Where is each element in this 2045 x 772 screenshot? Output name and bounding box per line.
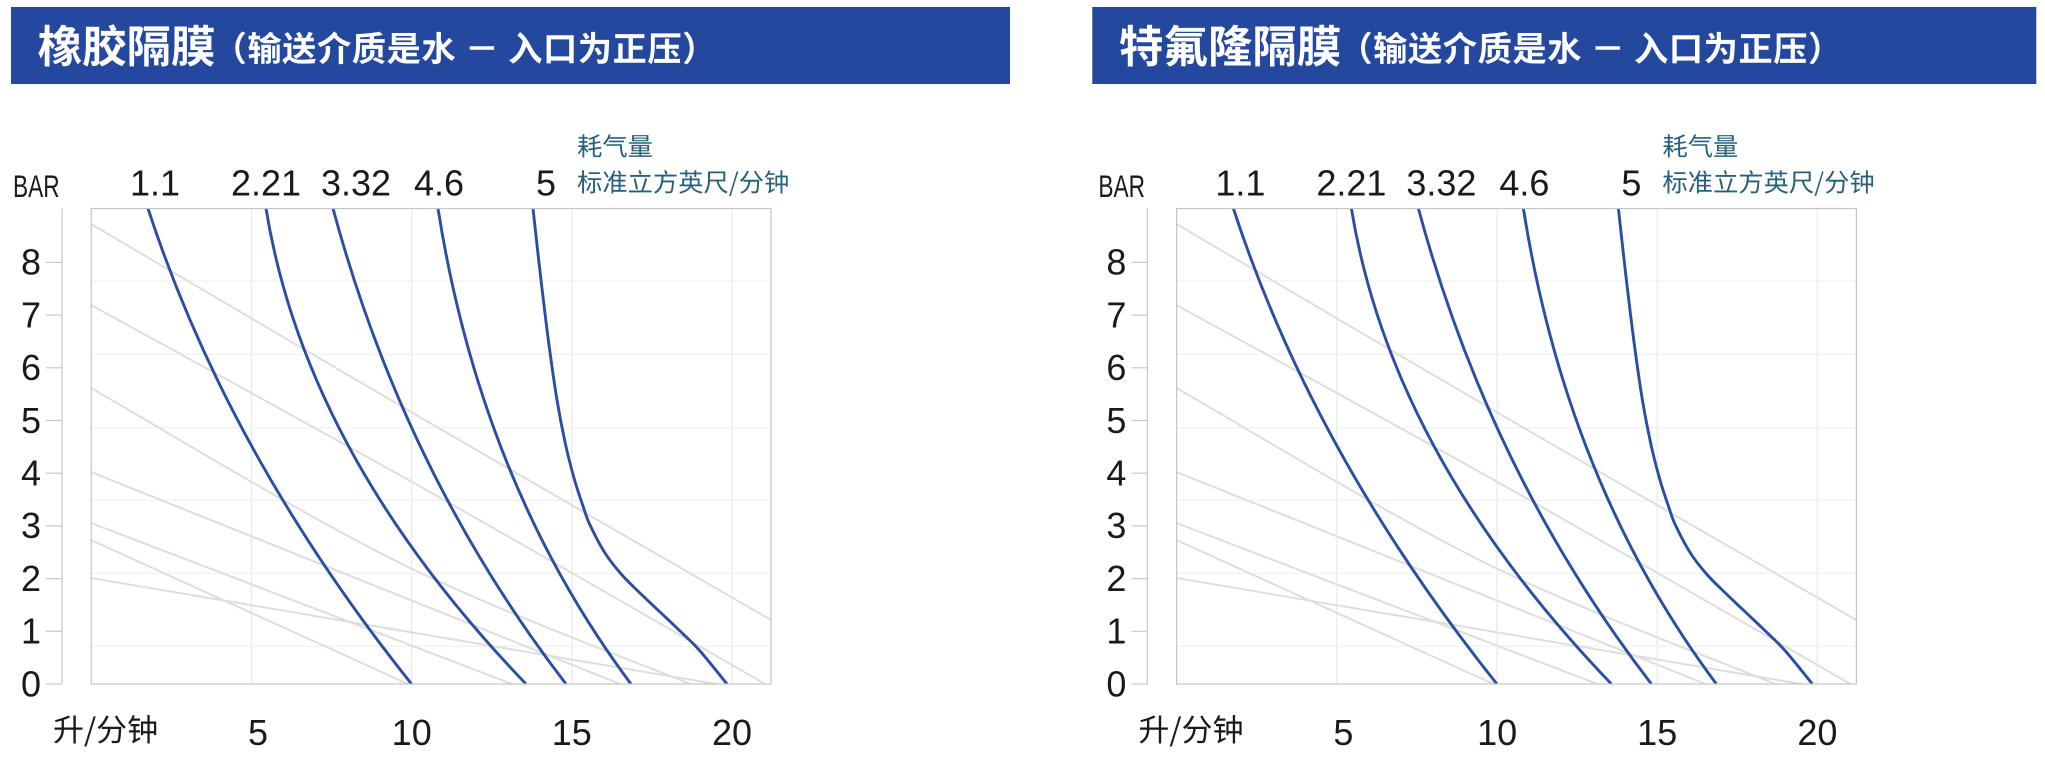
svg-text:7: 7: [21, 294, 41, 335]
svg-text:5: 5: [248, 712, 268, 753]
svg-text:8: 8: [21, 242, 41, 283]
svg-text:15: 15: [552, 712, 592, 753]
svg-text:5: 5: [21, 400, 41, 441]
svg-text:5: 5: [1106, 400, 1126, 441]
svg-text:BAR: BAR: [13, 168, 60, 204]
svg-text:4.6: 4.6: [414, 163, 464, 204]
svg-text:0: 0: [1106, 663, 1126, 704]
svg-text:1: 1: [21, 611, 41, 652]
svg-text:0: 0: [21, 663, 41, 704]
svg-text:2.21: 2.21: [1316, 163, 1386, 204]
svg-text:4.6: 4.6: [1499, 163, 1549, 204]
svg-text:3: 3: [21, 505, 41, 546]
svg-text:20: 20: [712, 712, 752, 753]
svg-text:3.32: 3.32: [321, 163, 391, 204]
svg-text:20: 20: [1797, 712, 1837, 753]
svg-text:10: 10: [1477, 712, 1517, 753]
svg-text:8: 8: [1106, 242, 1126, 283]
svg-text:2.21: 2.21: [231, 163, 301, 204]
svg-text:10: 10: [392, 712, 432, 753]
svg-text:2: 2: [21, 558, 41, 599]
svg-text:1.1: 1.1: [1215, 163, 1265, 204]
svg-text:4: 4: [21, 453, 41, 494]
svg-text:4: 4: [1106, 453, 1126, 494]
svg-text:5: 5: [1621, 163, 1641, 204]
svg-text:7: 7: [1106, 294, 1126, 335]
svg-text:5: 5: [536, 163, 556, 204]
svg-text:1: 1: [1106, 611, 1126, 652]
svg-text:3: 3: [1106, 505, 1126, 546]
svg-text:6: 6: [21, 347, 41, 388]
svg-text:1.1: 1.1: [130, 163, 180, 204]
svg-text:3.32: 3.32: [1406, 163, 1476, 204]
svg-text:5: 5: [1333, 712, 1353, 753]
svg-text:6: 6: [1106, 347, 1126, 388]
svg-text:15: 15: [1637, 712, 1677, 753]
svg-text:BAR: BAR: [1098, 168, 1145, 204]
svg-text:2: 2: [1106, 558, 1126, 599]
